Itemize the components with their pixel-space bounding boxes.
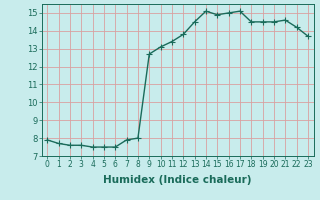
X-axis label: Humidex (Indice chaleur): Humidex (Indice chaleur) bbox=[103, 175, 252, 185]
